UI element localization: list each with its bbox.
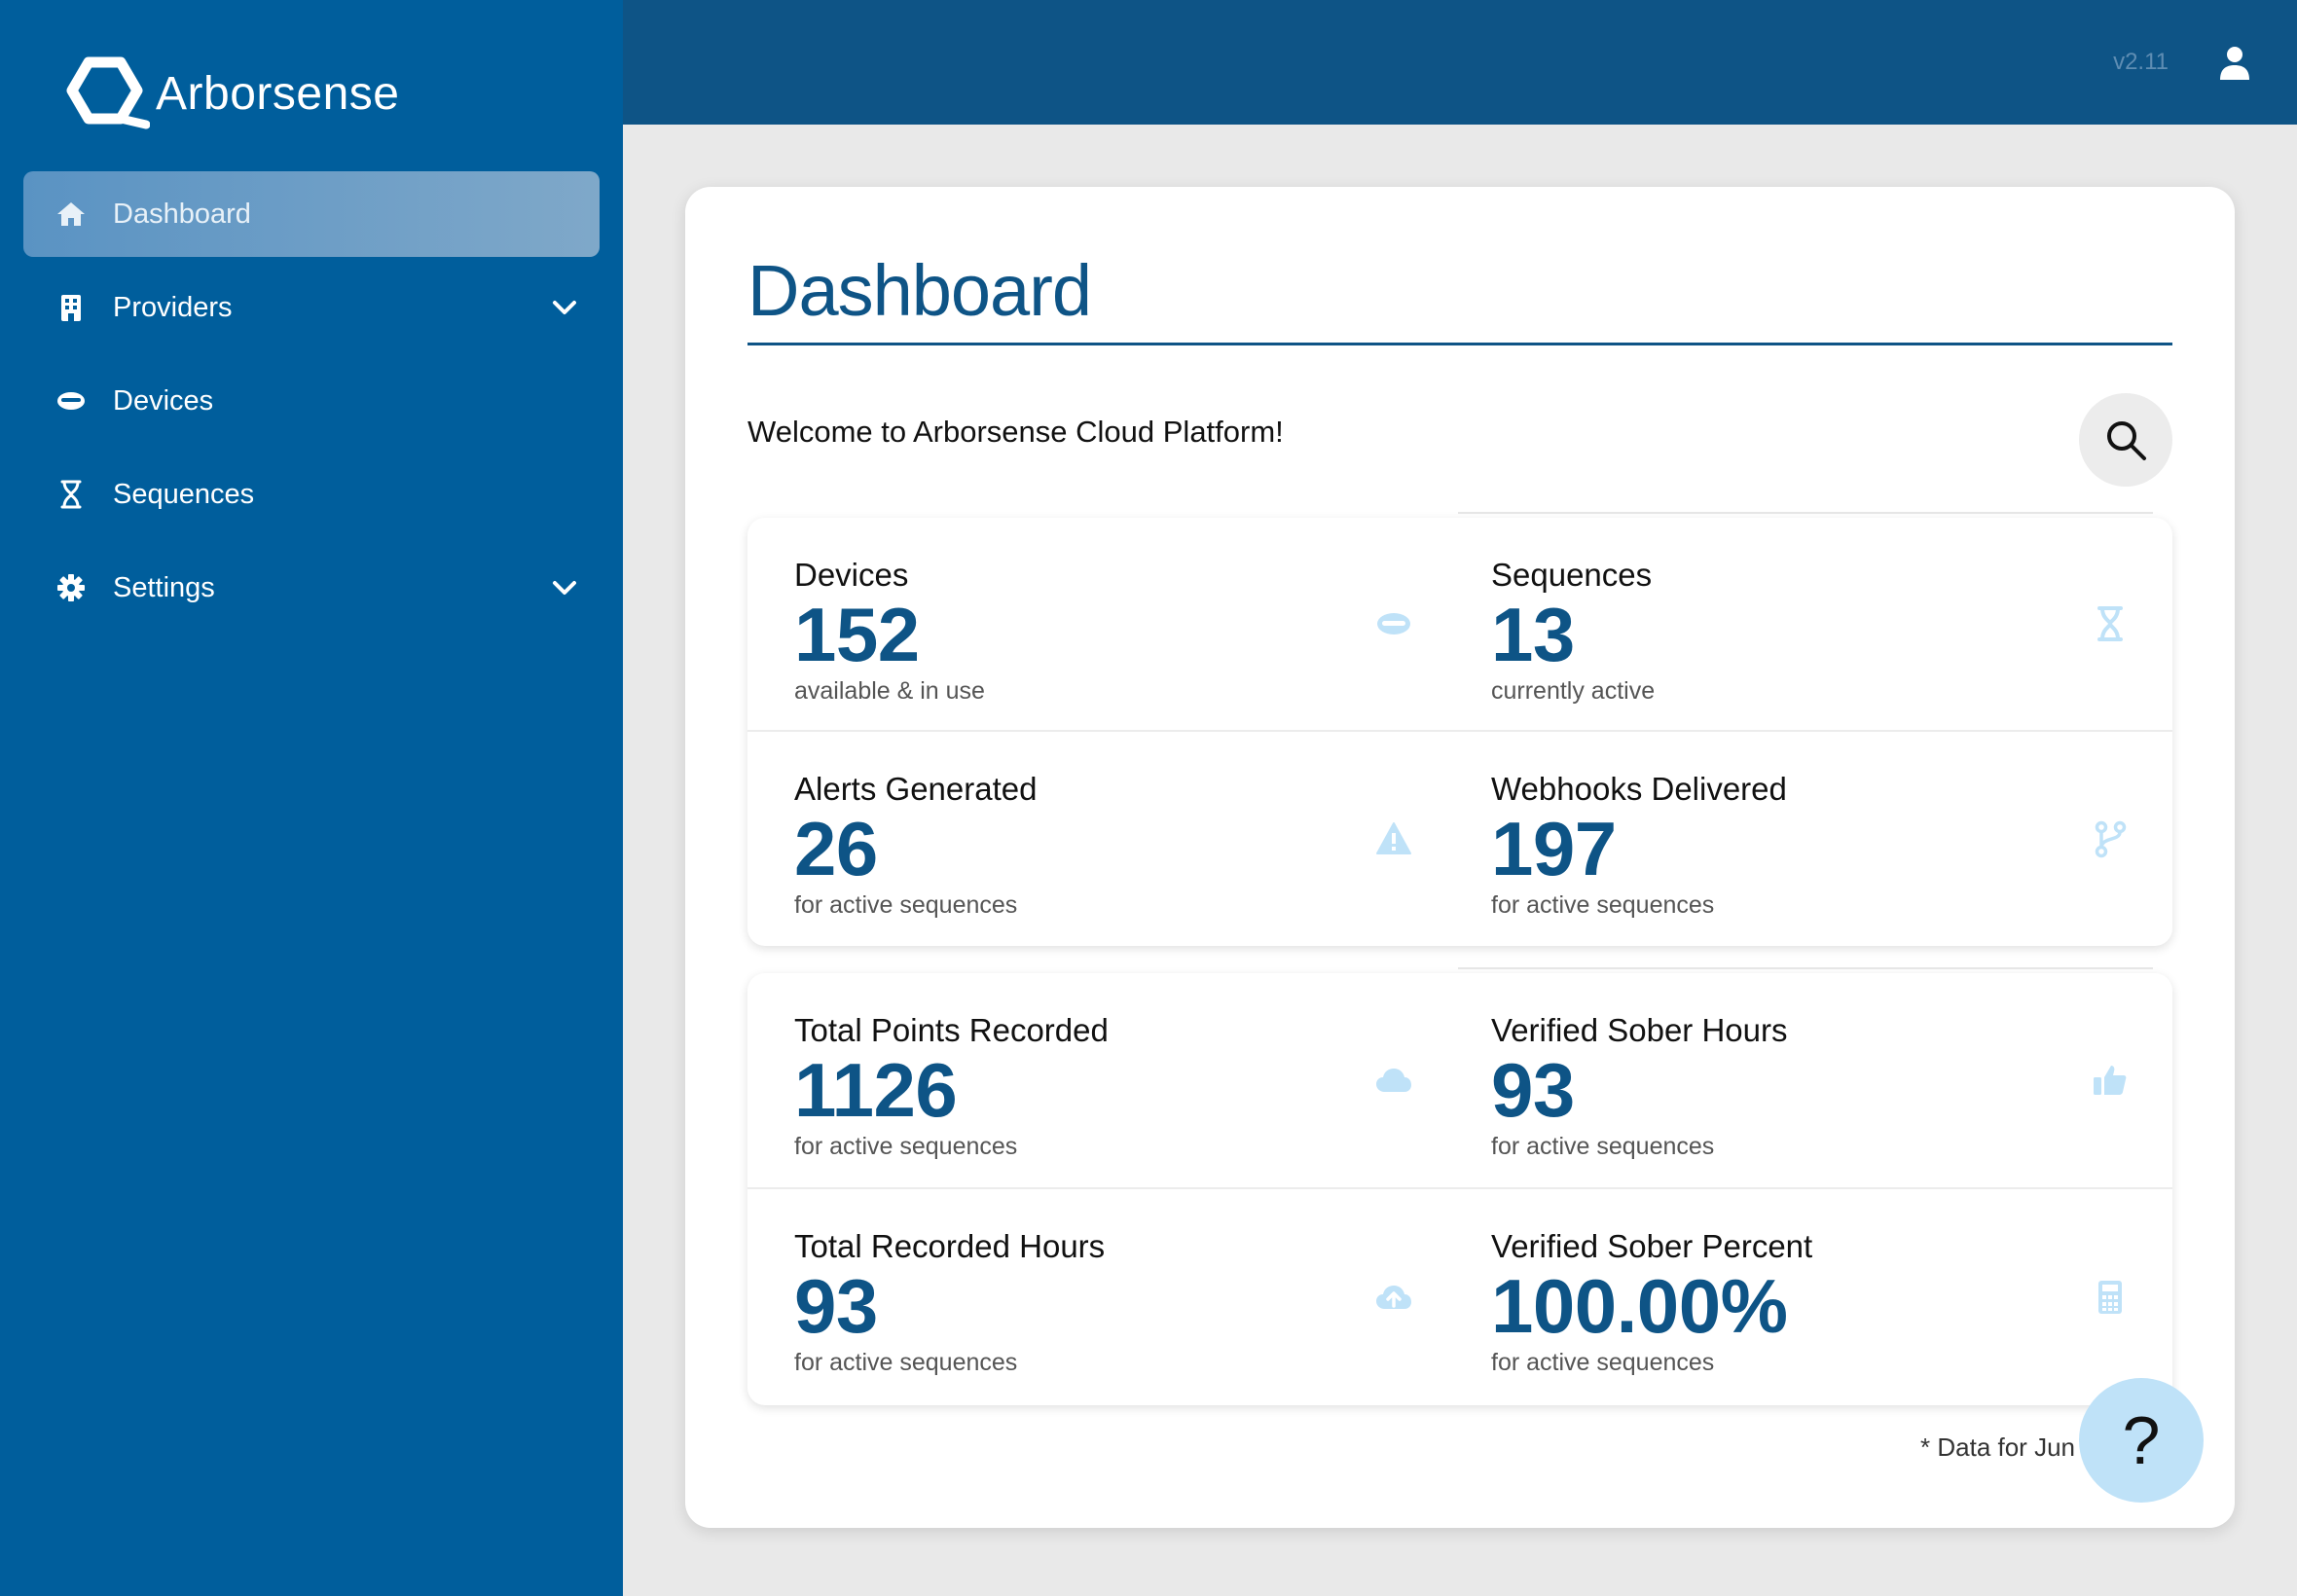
sidebar-item-sequences[interactable]: Sequences <box>23 452 600 537</box>
stat-sequences: Sequences 13 currently active <box>1460 518 2172 730</box>
sidebar-item-devices[interactable]: Devices <box>23 358 600 444</box>
stat-label: Verified Sober Hours <box>1491 1012 1788 1048</box>
search-button[interactable] <box>2079 393 2172 487</box>
device-icon <box>53 382 90 419</box>
stat-subtitle: for active sequences <box>794 1132 1018 1160</box>
stats-group-secondary: Total Points Recorded 1126 for active se… <box>747 967 2172 1405</box>
stat-devices: Devices 152 available & in use <box>747 518 1460 730</box>
arborsense-logo-icon <box>66 56 150 129</box>
sidebar-item-label: Dashboard <box>113 198 251 230</box>
user-icon[interactable] <box>2215 43 2254 82</box>
stat-label: Sequences <box>1491 557 1653 593</box>
stats-row: Total Points Recorded 1126 for active se… <box>747 973 2172 1189</box>
welcome-message: Welcome to Arborsense Cloud Platform! <box>747 415 1284 449</box>
stat-total-points: Total Points Recorded 1126 for active se… <box>747 973 1460 1187</box>
stat-subtitle: currently active <box>1491 676 1656 705</box>
cloud-upload-icon <box>1376 1286 1411 1309</box>
stat-subtitle: for active sequences <box>1491 1348 1715 1376</box>
gear-icon <box>53 569 90 606</box>
data-footnote: * Data for Jun <box>1920 1433 2075 1462</box>
sidebar: Arborsense Dashboard Providers <box>0 0 623 1596</box>
calculator-icon <box>2098 1281 2122 1314</box>
stat-value: 93 <box>794 1263 878 1349</box>
sidebar-item-settings[interactable]: Settings <box>23 545 600 631</box>
stat-value: 197 <box>1491 806 1617 891</box>
stat-label: Webhooks Delivered <box>1491 771 1787 807</box>
stat-subtitle: for active sequences <box>794 1348 1018 1376</box>
cloud-icon <box>1376 1069 1411 1092</box>
stat-total-recorded-hours: Total Recorded Hours 93 for active seque… <box>747 1189 1460 1405</box>
divider <box>1458 967 2153 969</box>
stat-webhooks: Webhooks Delivered 197 for active sequen… <box>1460 732 2172 946</box>
sidebar-item-label: Settings <box>113 571 215 603</box>
stat-value: 1126 <box>794 1047 958 1133</box>
stats-row: Devices 152 available & in use Sequences… <box>747 518 2172 732</box>
brand[interactable]: Arborsense <box>62 54 399 132</box>
stat-label: Alerts Generated <box>794 771 1038 807</box>
stats-row: Total Recorded Hours 93 for active seque… <box>747 1189 2172 1405</box>
device-icon <box>1377 613 1410 635</box>
sidebar-item-label: Providers <box>113 291 233 323</box>
stat-label: Total Points Recorded <box>794 1012 1109 1048</box>
top-bar: v2.11 <box>623 0 2297 125</box>
brand-name: Arborsense <box>156 67 400 120</box>
page-title: Dashboard <box>747 250 1092 331</box>
stat-label: Verified Sober Percent <box>1491 1228 1813 1264</box>
divider <box>1458 512 2153 514</box>
search-icon <box>2107 421 2146 460</box>
stats-group-primary: Devices 152 available & in use Sequences… <box>747 512 2172 946</box>
stat-verified-sober-percent: Verified Sober Percent 100.00% for activ… <box>1460 1189 2172 1405</box>
stat-value: 100.00% <box>1491 1263 1788 1349</box>
version-label: v2.11 <box>2113 49 2169 75</box>
branch-icon <box>2095 820 2127 858</box>
sidebar-nav: Dashboard Providers <box>23 171 600 638</box>
warning-icon <box>1376 822 1411 854</box>
stat-verified-sober-hours: Verified Sober Hours 93 for active seque… <box>1460 973 2172 1187</box>
stat-value: 152 <box>794 592 920 677</box>
stat-alerts: Alerts Generated 26 for active sequences <box>747 732 1460 946</box>
hourglass-icon <box>53 476 90 513</box>
stat-value: 26 <box>794 806 878 891</box>
title-divider <box>747 343 2172 345</box>
sidebar-item-label: Sequences <box>113 478 255 510</box>
stat-label: Total Recorded Hours <box>794 1228 1106 1264</box>
thumbs-up-icon <box>2094 1066 2127 1095</box>
chevron-down-icon[interactable] <box>549 292 580 323</box>
hourglass-icon <box>2097 606 2123 641</box>
home-icon <box>53 196 90 233</box>
stat-label: Devices <box>794 557 909 593</box>
chevron-down-icon[interactable] <box>549 572 580 603</box>
stats-row: Alerts Generated 26 for active sequences… <box>747 732 2172 946</box>
stat-value: 13 <box>1491 592 1575 677</box>
stat-subtitle: available & in use <box>794 676 985 705</box>
stat-subtitle: for active sequences <box>1491 1132 1715 1160</box>
sidebar-item-label: Devices <box>113 384 214 417</box>
building-icon <box>53 289 90 326</box>
stat-subtitle: for active sequences <box>794 890 1018 919</box>
sidebar-item-providers[interactable]: Providers <box>23 265 600 350</box>
stat-value: 93 <box>1491 1047 1575 1133</box>
help-button[interactable]: ? <box>2079 1378 2204 1503</box>
dashboard-card: Dashboard Welcome to Arborsense Cloud Pl… <box>685 187 2235 1528</box>
sidebar-item-dashboard[interactable]: Dashboard <box>23 171 600 257</box>
stat-subtitle: for active sequences <box>1491 890 1715 919</box>
